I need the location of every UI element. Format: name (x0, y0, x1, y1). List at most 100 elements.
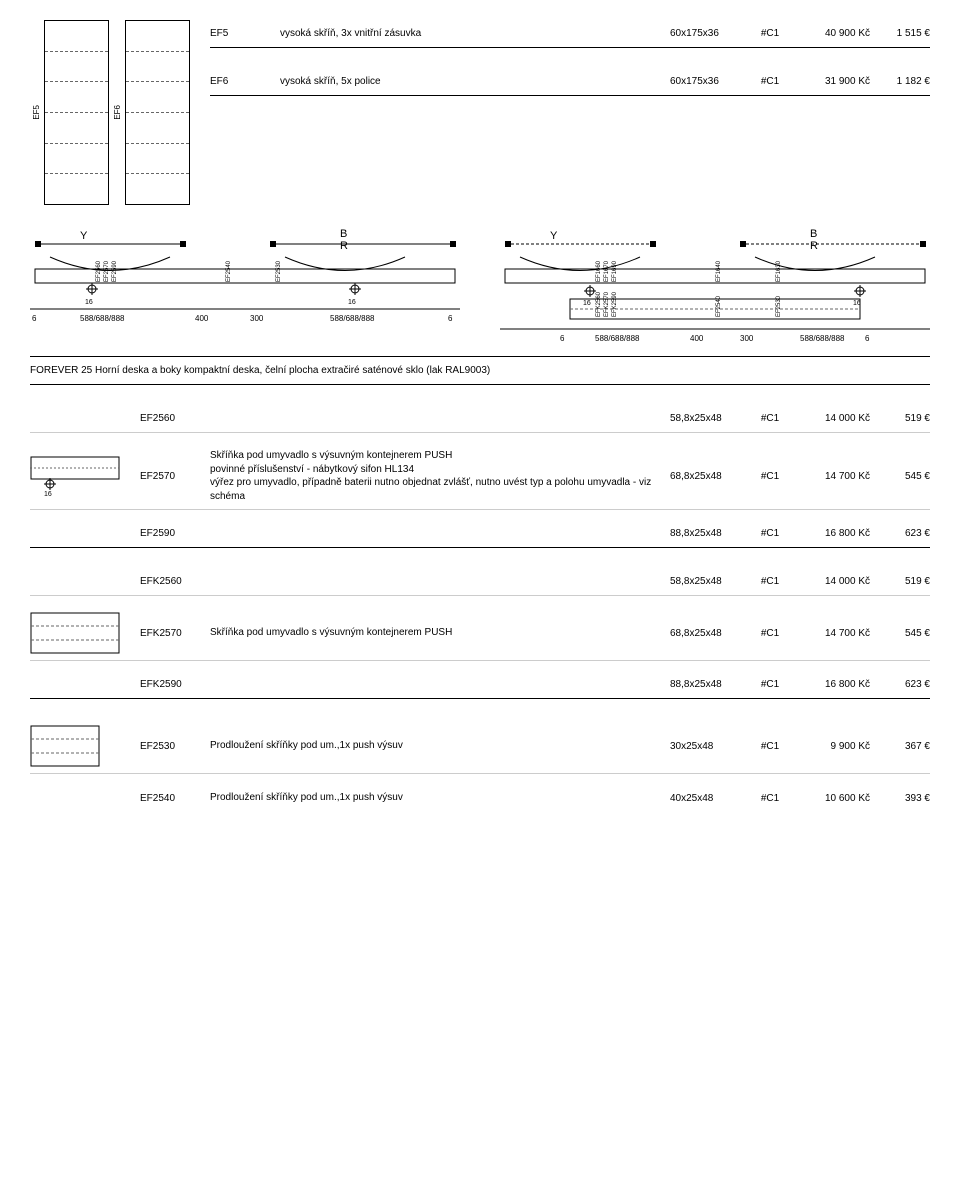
svg-text:EF2540: EF2540 (226, 260, 232, 282)
code: EFK2560 (140, 576, 210, 587)
eur: 545 € (870, 628, 930, 639)
eur: 1 515 € (870, 28, 930, 39)
czk: 14 000 Kč (790, 576, 870, 587)
code: EF5 (210, 28, 280, 39)
svg-text:6: 6 (560, 334, 565, 343)
grp: #C1 (750, 413, 790, 424)
svg-text:EFK2590: EFK2590 (612, 291, 618, 317)
svg-text:588/688/888: 588/688/888 (800, 334, 845, 343)
czk: 31 900 Kč (790, 76, 870, 87)
svg-text:300: 300 (250, 314, 264, 323)
svg-text:EF1690: EF1690 (612, 260, 618, 282)
eur: 519 € (870, 413, 930, 424)
table-row: EFK2570Skříňka pod umyvadlo s výsuvným k… (30, 606, 930, 661)
czk: 16 800 Kč (790, 679, 870, 690)
section-title: FOREVER 25 Horní deska a boky kompaktní … (30, 357, 930, 384)
svg-text:16: 16 (44, 491, 52, 496)
grp: #C1 (750, 679, 790, 690)
table-row: EF2540Prodloužení skříňky pod um.,1x pus… (30, 784, 930, 812)
svg-text:EF1630: EF1630 (776, 260, 782, 282)
cabinet-ef6 (125, 20, 190, 205)
grp: #C1 (750, 471, 790, 482)
svg-text:588/688/888: 588/688/888 (595, 334, 640, 343)
svg-text:6: 6 (865, 334, 870, 343)
svg-text:400: 400 (690, 334, 704, 343)
desc: Prodloužení skříňky pod um.,1x push výsu… (210, 791, 670, 805)
offset16: 16 (85, 299, 93, 306)
code: EF2540 (140, 793, 210, 804)
grp: #C1 (750, 28, 790, 39)
svg-text:588/688/888: 588/688/888 (80, 314, 125, 323)
schematic-right: Y B R EF1660 EF1670 EF1690 EF1640 EF1630 (500, 229, 930, 352)
desc: Skříňka pod umyvadlo s výsuvným kontejne… (210, 449, 670, 503)
code: EF6 (210, 76, 280, 87)
eur: 367 € (870, 741, 930, 752)
svg-text:400: 400 (195, 314, 209, 323)
code: EF2530 (140, 741, 210, 752)
dim: 60x175x36 (670, 28, 750, 39)
offset16: 16 (348, 299, 356, 306)
code: EFK2570 (140, 628, 210, 639)
table-row: EFK256058,8x25x48#C114 000 Kč519 € (30, 568, 930, 596)
schematics: Y B R 16 16 EF (30, 229, 930, 352)
eur: 545 € (870, 471, 930, 482)
dim: 88,8x25x48 (670, 679, 750, 690)
code: EF2560 (140, 413, 210, 424)
czk: 40 900 Kč (790, 28, 870, 39)
table-row: EF5 vysoká skříň, 3x vnitřní zásuvka 60x… (210, 20, 930, 48)
svg-text:EF1670: EF1670 (604, 260, 610, 282)
label-r: R (340, 240, 348, 252)
grp: #C1 (750, 528, 790, 539)
czk: 14 700 Kč (790, 628, 870, 639)
desc: vysoká skříň, 5x police (280, 75, 670, 89)
eur: 623 € (870, 528, 930, 539)
dim: 88,8x25x48 (670, 528, 750, 539)
svg-text:300: 300 (740, 334, 754, 343)
code: EF2590 (140, 528, 210, 539)
table-row: EFK259088,8x25x48#C116 800 Kč623 € (30, 671, 930, 699)
dim: 30x25x48 (670, 741, 750, 752)
czk: 9 900 Kč (790, 741, 870, 752)
svg-text:EF1640: EF1640 (716, 260, 722, 282)
grp: #C1 (750, 576, 790, 587)
svg-text:EF1660: EF1660 (596, 260, 602, 282)
svg-text:EF2540: EF2540 (716, 295, 722, 317)
dim: 58,8x25x48 (670, 413, 750, 424)
svg-text:6: 6 (448, 314, 453, 323)
table-row: EF2590 88,8x25x48#C116 800 Kč623 € (30, 520, 930, 548)
svg-text:EF2590: EF2590 (112, 260, 118, 282)
czk: 10 600 Kč (790, 793, 870, 804)
table-row: EF2560 58,8x25x48#C114 000 Kč519 € (30, 405, 930, 433)
desc: vysoká skříň, 3x vnitřní zásuvka (280, 27, 670, 41)
svg-text:EFK2560: EFK2560 (596, 291, 602, 317)
svg-text:EF2560: EF2560 (96, 260, 102, 282)
label-y: Y (550, 230, 558, 242)
svg-text:EF2570: EF2570 (104, 260, 110, 282)
eur: 1 182 € (870, 76, 930, 87)
label-y: Y (80, 230, 88, 242)
grp: #C1 (750, 793, 790, 804)
grp: #C1 (750, 628, 790, 639)
czk: 14 000 Kč (790, 413, 870, 424)
cabinet-ef5 (44, 20, 109, 205)
label-r: R (810, 240, 818, 252)
dim: 40x25x48 (670, 793, 750, 804)
table-row: EF6 vysoká skříň, 5x police 60x175x36 #C… (210, 68, 930, 96)
row-icon (30, 612, 140, 654)
desc: Prodloužení skříňky pod um.,1x push výsu… (210, 739, 670, 753)
grp: #C1 (750, 741, 790, 752)
code: EFK2590 (140, 679, 210, 690)
desc: Skříňka pod umyvadlo s výsuvným kontejne… (210, 626, 670, 640)
dim: 68,8x25x48 (670, 471, 750, 482)
table-row: 16 EF2570Skříňka pod umyvadlo s výsuvným… (30, 443, 930, 510)
czk: 14 700 Kč (790, 471, 870, 482)
svg-text:EF2530: EF2530 (776, 295, 782, 317)
eur: 393 € (870, 793, 930, 804)
svg-text:588/688/888: 588/688/888 (330, 314, 375, 323)
schematic-left: Y B R 16 16 EF (30, 229, 460, 352)
svg-text:EFK2570: EFK2570 (604, 291, 610, 317)
czk: 16 800 Kč (790, 528, 870, 539)
dim: 68,8x25x48 (670, 628, 750, 639)
label-ef5: EF5 (30, 103, 43, 122)
label-ef6: EF6 (111, 103, 124, 122)
